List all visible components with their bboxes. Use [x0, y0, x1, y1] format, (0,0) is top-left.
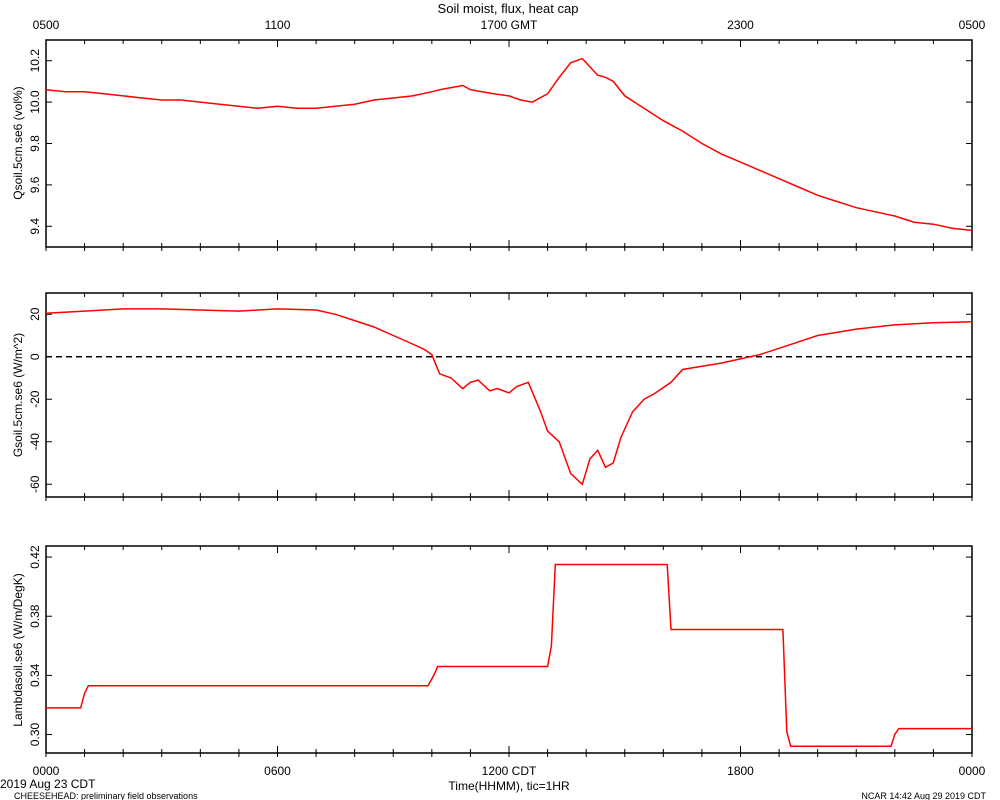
panel-soil-heat-flux: Gsoil.5cm.se6 (W/m^2) -60 -40 -20 0 20 — [11, 292, 973, 501]
y-tick-label: 9.4 — [28, 218, 42, 235]
y-axis-label: Gsoil.5cm.se6 (W/m^2) — [11, 333, 25, 457]
series-line — [46, 563, 972, 748]
panel-thermal-conductivity: Lambdasoil.se6 (W/m/DegK) 0.300.340.380.… — [11, 545, 973, 757]
x-ticks — [45, 546, 973, 757]
series-line — [45, 57, 973, 232]
y-tick-label: -60 — [28, 475, 42, 493]
y-tick-label: 20 — [28, 307, 42, 321]
bottom-tick-label: 0600 — [264, 764, 291, 778]
chart-title: Soil moist, flux, heat cap — [438, 1, 579, 16]
y-axis-label: Qsoil.5cm.se6 (vol%) — [11, 86, 25, 199]
y-tick-label: -40 — [28, 433, 42, 451]
footer-stamp: NCAR 14:42 Aug 29 2019 CDT — [861, 791, 986, 800]
top-tick-label: 1100 — [265, 18, 291, 32]
bottom-tick-label: 0000 — [33, 764, 60, 778]
y-ticks: -60 -40 -20 0 20 — [28, 307, 972, 493]
panel-soil-moisture: Qsoil.5cm.se6 (vol%) 9.4 9.6 9.8 10.0 10.2 — [11, 39, 973, 251]
y-tick-label: 0.30 — [28, 723, 42, 747]
top-tick-label: 0500 — [959, 18, 986, 32]
top-time-axis: 0500 1100 1700 GMT 2300 0500 — [33, 18, 986, 32]
y-ticks: 0.30 0.34 0.38 0.42 — [28, 545, 972, 746]
footer-project: CHEESEHEAD: preliminary field observatio… — [14, 791, 198, 800]
bottom-tick-label: 0000 — [959, 764, 986, 778]
y-ticks: 9.4 9.6 9.8 10.0 10.2 — [28, 49, 972, 235]
bottom-tick-label: 1800 — [727, 764, 754, 778]
x-ticks — [45, 293, 973, 501]
x-axis-label: Time(HHMM), tic=1HR — [448, 779, 570, 793]
panel-frame — [45, 39, 973, 248]
bottom-time-axis: 0000 0600 1200 CDT 1800 0000 Time(HHMM),… — [33, 764, 986, 793]
y-tick-label: 9.6 — [28, 176, 42, 193]
y-tick-label: 10.2 — [28, 49, 42, 73]
footer-date: 2019 Aug 23 CDT — [0, 777, 96, 791]
y-tick-label: 9.8 — [28, 135, 42, 152]
panel-frame — [45, 292, 973, 498]
y-tick-label: 0.42 — [28, 545, 42, 569]
top-tick-label: 0500 — [33, 18, 60, 32]
top-tick-label: 2300 — [727, 18, 754, 32]
y-tick-label: 0.38 — [28, 604, 42, 628]
panel-frame — [45, 545, 973, 754]
y-tick-label: 0 — [28, 353, 42, 360]
x-ticks — [45, 40, 973, 251]
series-line — [45, 308, 973, 486]
top-tick-label: 1700 GMT — [481, 18, 538, 32]
footer: 2019 Aug 23 CDT CHEESEHEAD: preliminary … — [0, 777, 986, 800]
y-tick-label: -20 — [28, 390, 42, 408]
y-axis-label: Lambdasoil.se6 (W/m/DegK) — [11, 573, 25, 726]
bottom-tick-label: 1200 CDT — [482, 764, 537, 778]
y-tick-label: 10.0 — [28, 90, 42, 114]
y-tick-label: 0.34 — [28, 663, 42, 687]
